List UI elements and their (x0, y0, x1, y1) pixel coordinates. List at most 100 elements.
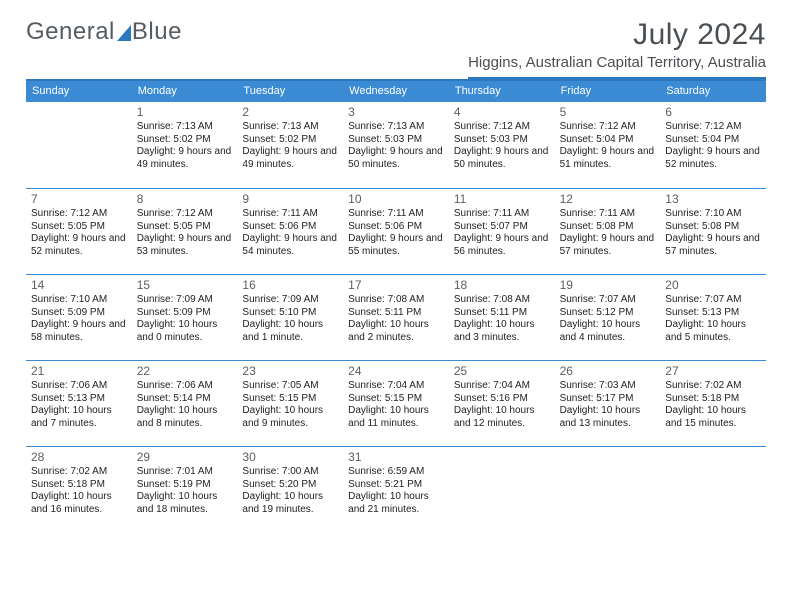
calendar-cell: 24Sunrise: 7:04 AMSunset: 5:15 PMDayligh… (343, 360, 449, 446)
weekday-header: Thursday (449, 81, 555, 102)
daylight-text: Daylight: 9 hours and 50 minutes. (348, 146, 444, 171)
location-text: Higgins, Australian Capital Territory, A… (468, 54, 766, 79)
sunrise-text: Sunrise: 7:09 AM (242, 294, 338, 307)
sunset-text: Sunset: 5:09 PM (137, 307, 233, 320)
calendar-cell: 14Sunrise: 7:10 AMSunset: 5:09 PMDayligh… (26, 274, 132, 360)
sunrise-text: Sunrise: 7:13 AM (242, 121, 338, 134)
calendar-cell: 7Sunrise: 7:12 AMSunset: 5:05 PMDaylight… (26, 188, 132, 274)
calendar-cell: 1Sunrise: 7:13 AMSunset: 5:02 PMDaylight… (132, 102, 238, 188)
sunrise-text: Sunrise: 7:13 AM (348, 121, 444, 134)
calendar-cell: 2Sunrise: 7:13 AMSunset: 5:02 PMDaylight… (237, 102, 343, 188)
sunrise-text: Sunrise: 7:08 AM (454, 294, 550, 307)
daylight-text: Daylight: 9 hours and 57 minutes. (560, 233, 656, 258)
day-number: 20 (665, 278, 761, 293)
day-number: 5 (560, 105, 656, 120)
sunset-text: Sunset: 5:06 PM (242, 221, 338, 234)
day-number: 7 (31, 192, 127, 207)
sunrise-text: Sunrise: 7:07 AM (560, 294, 656, 307)
sunrise-text: Sunrise: 7:11 AM (242, 208, 338, 221)
day-number: 28 (31, 450, 127, 465)
sunset-text: Sunset: 5:03 PM (348, 134, 444, 147)
calendar-cell: 21Sunrise: 7:06 AMSunset: 5:13 PMDayligh… (26, 360, 132, 446)
day-number: 21 (31, 364, 127, 379)
calendar-cell: 13Sunrise: 7:10 AMSunset: 5:08 PMDayligh… (660, 188, 766, 274)
sunrise-text: Sunrise: 7:12 AM (31, 208, 127, 221)
sunset-text: Sunset: 5:12 PM (560, 307, 656, 320)
calendar-cell (555, 446, 661, 532)
logo-text-2: Blue (132, 18, 182, 46)
sunrise-text: Sunrise: 7:12 AM (137, 208, 233, 221)
calendar-cell: 26Sunrise: 7:03 AMSunset: 5:17 PMDayligh… (555, 360, 661, 446)
day-number: 15 (137, 278, 233, 293)
sunset-text: Sunset: 5:05 PM (137, 221, 233, 234)
calendar-cell: 15Sunrise: 7:09 AMSunset: 5:09 PMDayligh… (132, 274, 238, 360)
sunrise-text: Sunrise: 7:06 AM (31, 380, 127, 393)
sunset-text: Sunset: 5:02 PM (137, 134, 233, 147)
sunrise-text: Sunrise: 7:12 AM (665, 121, 761, 134)
weekday-header: Saturday (660, 81, 766, 102)
sunset-text: Sunset: 5:11 PM (454, 307, 550, 320)
day-number: 12 (560, 192, 656, 207)
daylight-text: Daylight: 9 hours and 52 minutes. (665, 146, 761, 171)
calendar-cell: 31Sunrise: 6:59 AMSunset: 5:21 PMDayligh… (343, 446, 449, 532)
day-number: 23 (242, 364, 338, 379)
sunset-text: Sunset: 5:04 PM (560, 134, 656, 147)
daylight-text: Daylight: 10 hours and 7 minutes. (31, 405, 127, 430)
day-number: 31 (348, 450, 444, 465)
daylight-text: Daylight: 10 hours and 12 minutes. (454, 405, 550, 430)
sunrise-text: Sunrise: 7:11 AM (348, 208, 444, 221)
day-number: 25 (454, 364, 550, 379)
day-number: 30 (242, 450, 338, 465)
logo-text-1: General (26, 18, 115, 46)
sunrise-text: Sunrise: 7:00 AM (242, 466, 338, 479)
daylight-text: Daylight: 9 hours and 58 minutes. (31, 319, 127, 344)
day-number: 10 (348, 192, 444, 207)
weekday-header: Tuesday (237, 81, 343, 102)
day-number: 3 (348, 105, 444, 120)
calendar-cell: 29Sunrise: 7:01 AMSunset: 5:19 PMDayligh… (132, 446, 238, 532)
day-number: 18 (454, 278, 550, 293)
calendar-cell: 10Sunrise: 7:11 AMSunset: 5:06 PMDayligh… (343, 188, 449, 274)
daylight-text: Daylight: 9 hours and 57 minutes. (665, 233, 761, 258)
daylight-text: Daylight: 10 hours and 19 minutes. (242, 491, 338, 516)
day-number: 6 (665, 105, 761, 120)
sunset-text: Sunset: 5:13 PM (31, 393, 127, 406)
sunrise-text: Sunrise: 7:13 AM (137, 121, 233, 134)
daylight-text: Daylight: 10 hours and 16 minutes. (31, 491, 127, 516)
daylight-text: Daylight: 10 hours and 15 minutes. (665, 405, 761, 430)
sunrise-text: Sunrise: 7:07 AM (665, 294, 761, 307)
sunset-text: Sunset: 5:09 PM (31, 307, 127, 320)
sunrise-text: Sunrise: 7:09 AM (137, 294, 233, 307)
daylight-text: Daylight: 9 hours and 51 minutes. (560, 146, 656, 171)
sunset-text: Sunset: 5:15 PM (242, 393, 338, 406)
daylight-text: Daylight: 10 hours and 18 minutes. (137, 491, 233, 516)
daylight-text: Daylight: 10 hours and 5 minutes. (665, 319, 761, 344)
sunrise-text: Sunrise: 7:04 AM (454, 380, 550, 393)
day-number: 1 (137, 105, 233, 120)
daylight-text: Daylight: 9 hours and 49 minutes. (137, 146, 233, 171)
sunrise-text: Sunrise: 7:10 AM (665, 208, 761, 221)
calendar-cell: 8Sunrise: 7:12 AMSunset: 5:05 PMDaylight… (132, 188, 238, 274)
daylight-text: Daylight: 9 hours and 50 minutes. (454, 146, 550, 171)
day-number: 14 (31, 278, 127, 293)
calendar-cell: 9Sunrise: 7:11 AMSunset: 5:06 PMDaylight… (237, 188, 343, 274)
sunrise-text: Sunrise: 7:10 AM (31, 294, 127, 307)
day-number: 26 (560, 364, 656, 379)
sunset-text: Sunset: 5:07 PM (454, 221, 550, 234)
daylight-text: Daylight: 10 hours and 1 minute. (242, 319, 338, 344)
calendar-cell: 12Sunrise: 7:11 AMSunset: 5:08 PMDayligh… (555, 188, 661, 274)
daylight-text: Daylight: 10 hours and 2 minutes. (348, 319, 444, 344)
calendar-cell: 11Sunrise: 7:11 AMSunset: 5:07 PMDayligh… (449, 188, 555, 274)
sunset-text: Sunset: 5:14 PM (137, 393, 233, 406)
sunset-text: Sunset: 5:19 PM (137, 479, 233, 492)
daylight-text: Daylight: 10 hours and 11 minutes. (348, 405, 444, 430)
sunrise-text: Sunrise: 7:02 AM (665, 380, 761, 393)
daylight-text: Daylight: 10 hours and 8 minutes. (137, 405, 233, 430)
daylight-text: Daylight: 9 hours and 54 minutes. (242, 233, 338, 258)
sunset-text: Sunset: 5:18 PM (665, 393, 761, 406)
sunset-text: Sunset: 5:17 PM (560, 393, 656, 406)
sunset-text: Sunset: 5:10 PM (242, 307, 338, 320)
daylight-text: Daylight: 9 hours and 52 minutes. (31, 233, 127, 258)
day-number: 2 (242, 105, 338, 120)
calendar-cell: 4Sunrise: 7:12 AMSunset: 5:03 PMDaylight… (449, 102, 555, 188)
